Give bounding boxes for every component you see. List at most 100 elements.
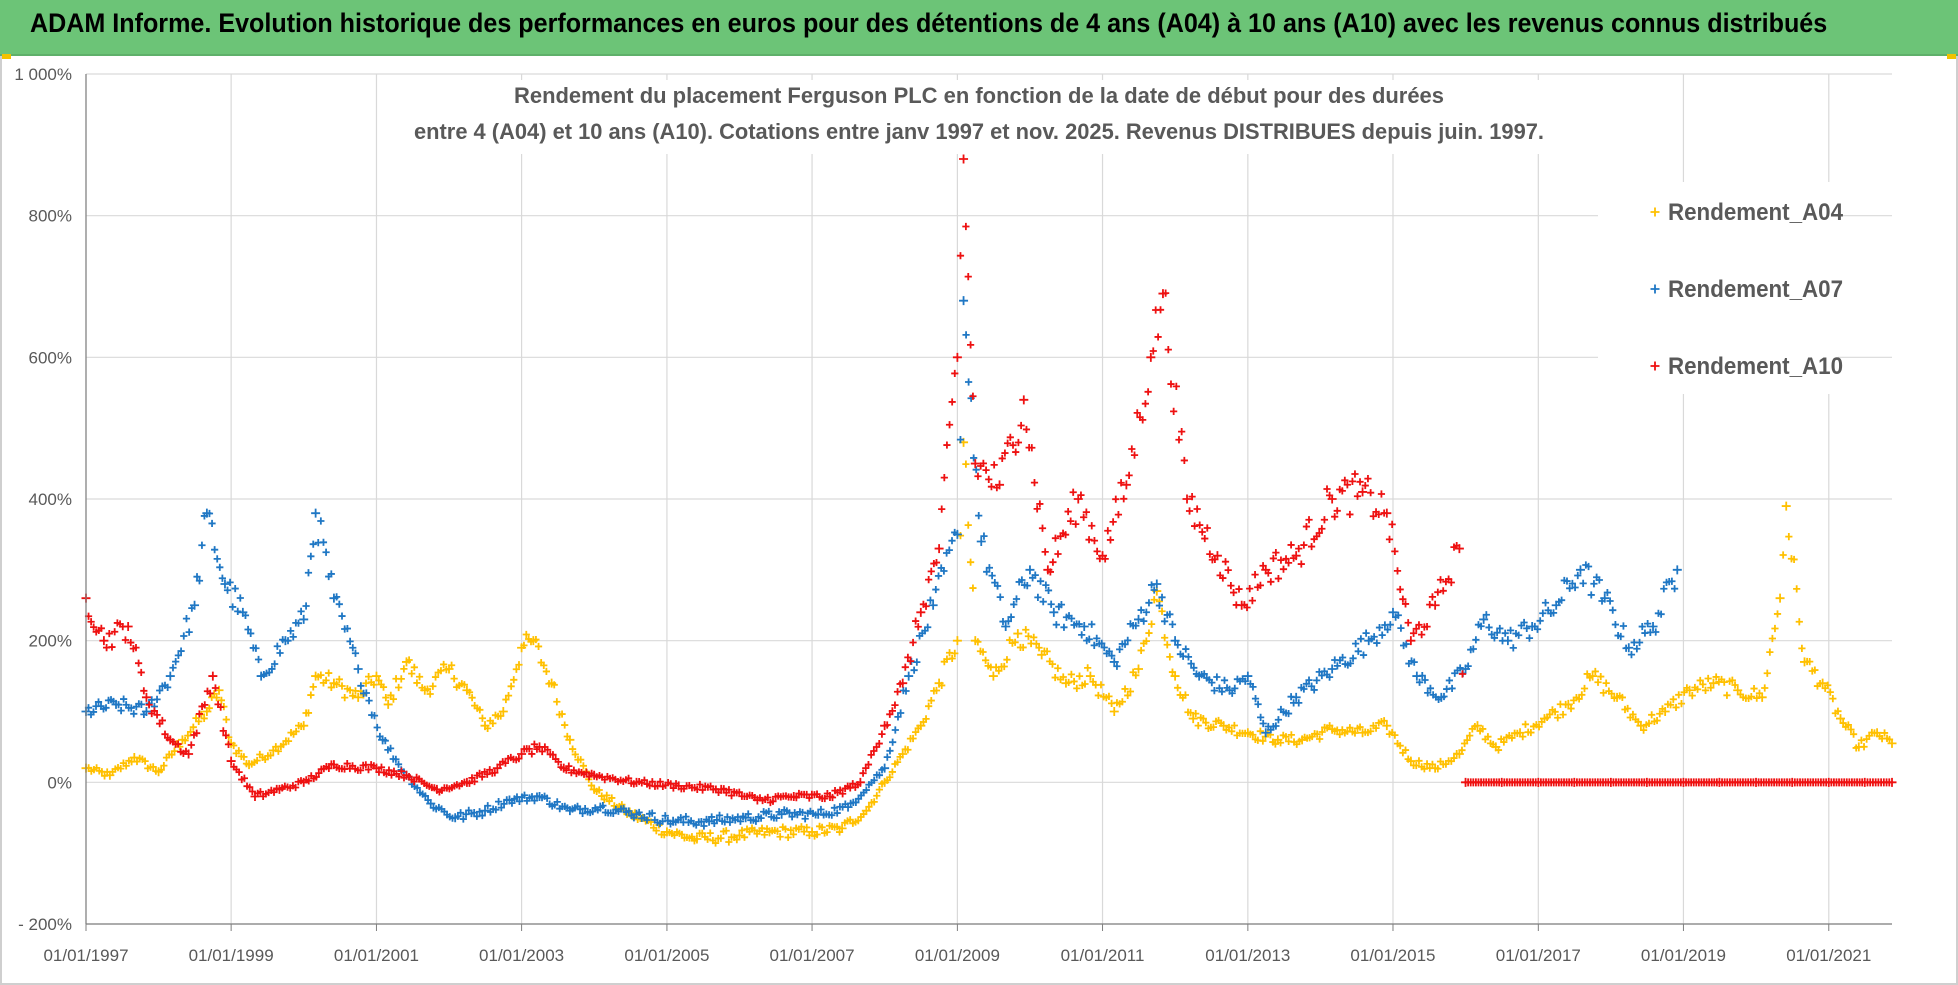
data-point: [656, 778, 664, 786]
data-point: [1061, 531, 1070, 539]
data-point: [1415, 621, 1423, 629]
data-point: [405, 656, 413, 664]
data-point: [1415, 757, 1423, 765]
x-tick-label: 01/01/1997: [43, 946, 128, 965]
data-point: [951, 649, 959, 657]
data-point: [1571, 583, 1579, 592]
data-point: [530, 797, 539, 805]
data-point: [1188, 493, 1196, 501]
data-point: [821, 794, 829, 803]
data-point: [540, 661, 548, 669]
data-point: [904, 746, 912, 754]
data-point: [180, 632, 188, 640]
data-point: [1149, 347, 1157, 355]
data-point: [484, 802, 492, 810]
data-point: [1274, 716, 1283, 724]
data-point: [1218, 688, 1226, 696]
data-point: [1012, 595, 1021, 603]
data-point: [1834, 707, 1842, 715]
data-point: [1105, 692, 1113, 700]
data-point: [421, 792, 429, 800]
data-point: [1134, 614, 1144, 624]
data-point: [465, 688, 474, 696]
data-point: [1829, 695, 1837, 703]
data-point: [1261, 728, 1271, 738]
data-point: [692, 834, 702, 844]
data-point: [922, 602, 930, 610]
data-point: [89, 708, 98, 716]
data-point: [1448, 684, 1456, 693]
data-point: [1554, 714, 1562, 722]
data-point: [1327, 664, 1337, 674]
y-tick-label: - 200%: [18, 915, 72, 934]
data-point: [353, 664, 363, 674]
data-point: [1396, 585, 1404, 594]
data-point: [1382, 508, 1392, 518]
data-point: [1277, 556, 1285, 564]
chart-title-line: Rendement du placement Ferguson PLC en f…: [514, 83, 1444, 108]
data-point: [1440, 692, 1448, 701]
data-point: [1323, 485, 1331, 493]
data-point: [1295, 545, 1303, 553]
data-point: [1121, 685, 1129, 693]
data-point: [542, 667, 550, 676]
data-point: [1018, 576, 1026, 584]
data-point: [1590, 580, 1598, 588]
data-point: [429, 682, 437, 690]
data-point: [1327, 494, 1337, 504]
data-point: [1075, 672, 1084, 680]
data-point: [1241, 677, 1249, 685]
data-point: [893, 688, 902, 696]
data-point: [959, 296, 969, 306]
data-point: [120, 695, 128, 703]
data-point: [720, 785, 728, 793]
data-point: [1410, 658, 1418, 666]
data-point: [1315, 529, 1323, 537]
data-point: [1533, 625, 1542, 633]
data-point: [94, 698, 103, 706]
data-point: [520, 641, 528, 649]
data-point: [1618, 693, 1626, 702]
data-point: [478, 811, 486, 820]
data-point: [383, 699, 393, 709]
data-point: [370, 681, 378, 689]
data-point: [362, 679, 370, 687]
data-point: [1587, 591, 1595, 599]
data-point: [1434, 588, 1442, 596]
data-point: [1001, 449, 1009, 457]
data-point: [1069, 488, 1077, 496]
data-point: [1133, 409, 1141, 417]
data-point: [222, 715, 230, 724]
data-point: [1085, 536, 1093, 544]
data-point: [1747, 693, 1755, 701]
data-point: [926, 596, 935, 604]
data-point: [123, 622, 133, 631]
data-point: [389, 695, 398, 703]
data-point: [1072, 520, 1080, 528]
data-point: [1291, 692, 1301, 702]
data-point: [510, 676, 518, 684]
data-point: [297, 607, 305, 616]
data-point: [1535, 723, 1543, 731]
data-point: [932, 585, 940, 594]
data-point: [1367, 727, 1375, 735]
banner-title: ADAM Informe. Evolution historique des p…: [30, 8, 1828, 38]
data-point: [959, 154, 969, 164]
data-point: [1155, 601, 1164, 610]
data-point: [1349, 654, 1357, 662]
data-point: [460, 681, 468, 689]
data-point: [1503, 636, 1513, 646]
data-point: [294, 619, 303, 627]
data-point: [725, 838, 733, 846]
data-point: [609, 809, 617, 817]
chart-frame: [0, 54, 1958, 985]
data-point: [470, 777, 479, 786]
data-point: [927, 567, 935, 575]
data-point: [1648, 622, 1658, 631]
data-point: [1773, 610, 1782, 618]
data-point: [201, 701, 209, 709]
data-point: [216, 563, 224, 571]
data-point: [528, 750, 536, 758]
data-point: [1391, 547, 1399, 556]
data-point: [501, 759, 510, 767]
